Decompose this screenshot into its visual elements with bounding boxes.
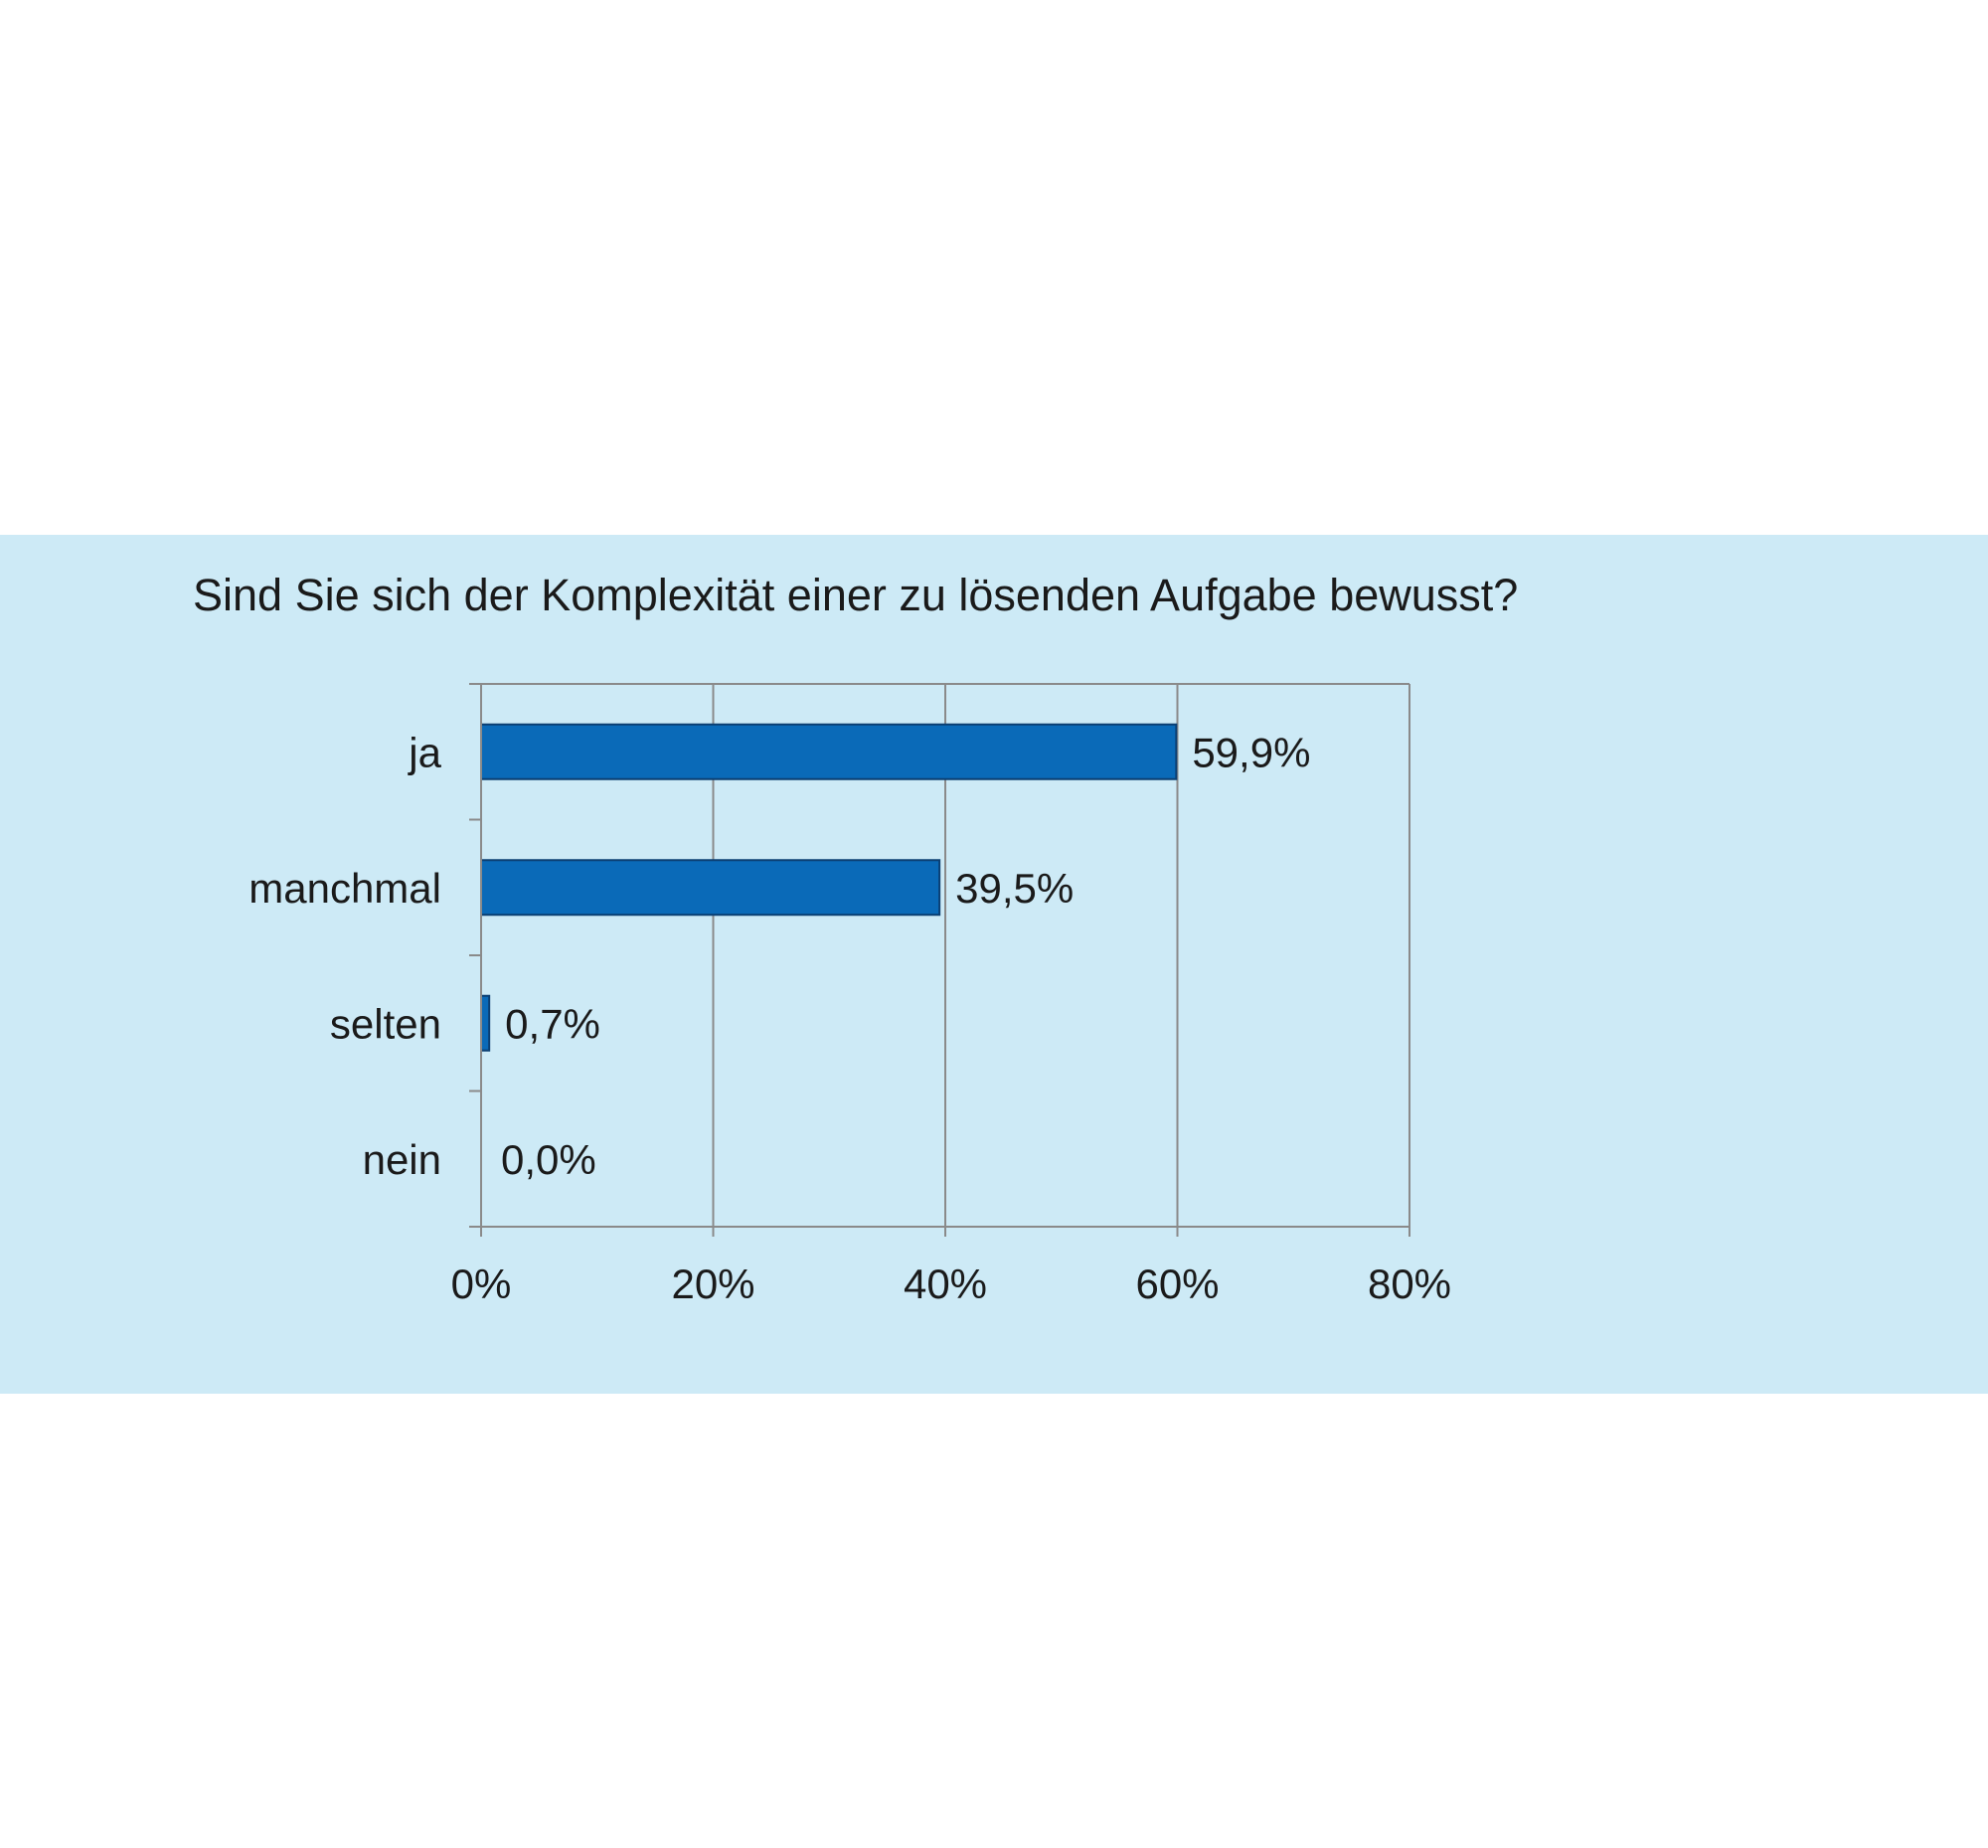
data-label-nein: 0,0% bbox=[501, 1136, 596, 1183]
chart-panel: Sind Sie sich der Komplexität einer zu l… bbox=[0, 535, 1988, 1394]
category-label-ja: ja bbox=[407, 729, 441, 775]
data-label-ja: 59,9% bbox=[1192, 729, 1310, 775]
x-tick-label: 40% bbox=[904, 1260, 987, 1307]
bar-chart: Sind Sie sich der Komplexität einer zu l… bbox=[193, 570, 1518, 1307]
bar-ja bbox=[480, 723, 1178, 780]
bar-selten bbox=[480, 994, 491, 1052]
bar-manchmal bbox=[480, 859, 941, 917]
x-tick-label: 60% bbox=[1135, 1260, 1219, 1307]
x-tick-label: 80% bbox=[1368, 1260, 1451, 1307]
category-label-manchmal: manchmal bbox=[248, 865, 441, 912]
chart-title: Sind Sie sich der Komplexität einer zu l… bbox=[193, 570, 1518, 620]
label-layer: 0% 20% 40% 60% 80% ja 59,9% manchmal 39,5% selten… bbox=[248, 729, 1451, 1307]
x-tick-label: 20% bbox=[671, 1260, 754, 1307]
data-label-manchmal: 39,5% bbox=[955, 865, 1074, 912]
axis-layer bbox=[469, 683, 1410, 1237]
category-label-nein: nein bbox=[363, 1136, 441, 1183]
category-label-selten: selten bbox=[330, 1000, 441, 1047]
x-tick-label: 0% bbox=[451, 1260, 512, 1307]
data-label-selten: 0,7% bbox=[505, 1000, 600, 1047]
